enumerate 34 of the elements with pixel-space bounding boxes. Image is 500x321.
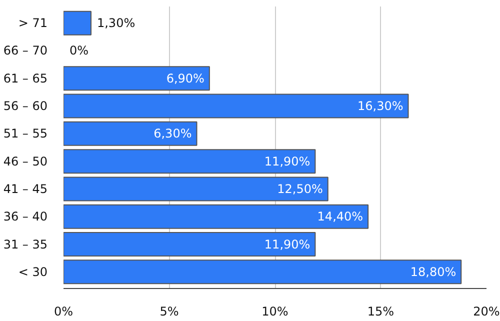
y-tick-label: > 71 <box>18 16 48 30</box>
data-label: 18,80% <box>410 264 456 279</box>
data-label: 12,50% <box>277 182 323 196</box>
y-tick-label: 56 – 60 <box>3 99 48 114</box>
data-label: 6,30% <box>154 126 192 141</box>
data-label: 11,90% <box>264 237 310 252</box>
data-label: 0% <box>70 44 89 58</box>
y-tick-label: 66 – 70 <box>3 44 48 58</box>
y-tick-label: 51 – 55 <box>3 126 48 141</box>
y-tick-label: 61 – 65 <box>3 71 48 86</box>
y-tick-label: < 30 <box>18 264 48 279</box>
bar <box>64 66 210 91</box>
y-tick-label: 31 – 35 <box>3 237 48 252</box>
x-tick-label: 0% <box>54 304 74 318</box>
data-label: 1,30% <box>96 16 136 30</box>
y-tick-label: 46 – 50 <box>3 154 48 168</box>
bar <box>64 176 328 202</box>
data-label: 14,40% <box>317 210 364 224</box>
data-label: 16,30% <box>357 99 404 114</box>
bar <box>64 121 198 146</box>
y-tick-label: 41 – 45 <box>3 182 48 196</box>
bar <box>64 204 369 229</box>
x-tick-label: 15% <box>367 304 394 318</box>
data-label: 11,90% <box>264 154 310 168</box>
x-tick-label: 20% <box>473 304 500 318</box>
y-tick-label: 36 – 40 <box>3 210 48 224</box>
bar <box>64 149 316 174</box>
x-tick-label: 5% <box>160 304 179 318</box>
bar <box>64 260 462 284</box>
bar <box>64 94 409 118</box>
bar <box>64 10 92 36</box>
bar <box>64 232 316 257</box>
x-tick-label: 10% <box>262 304 288 318</box>
data-label: 6,90% <box>166 71 204 86</box>
